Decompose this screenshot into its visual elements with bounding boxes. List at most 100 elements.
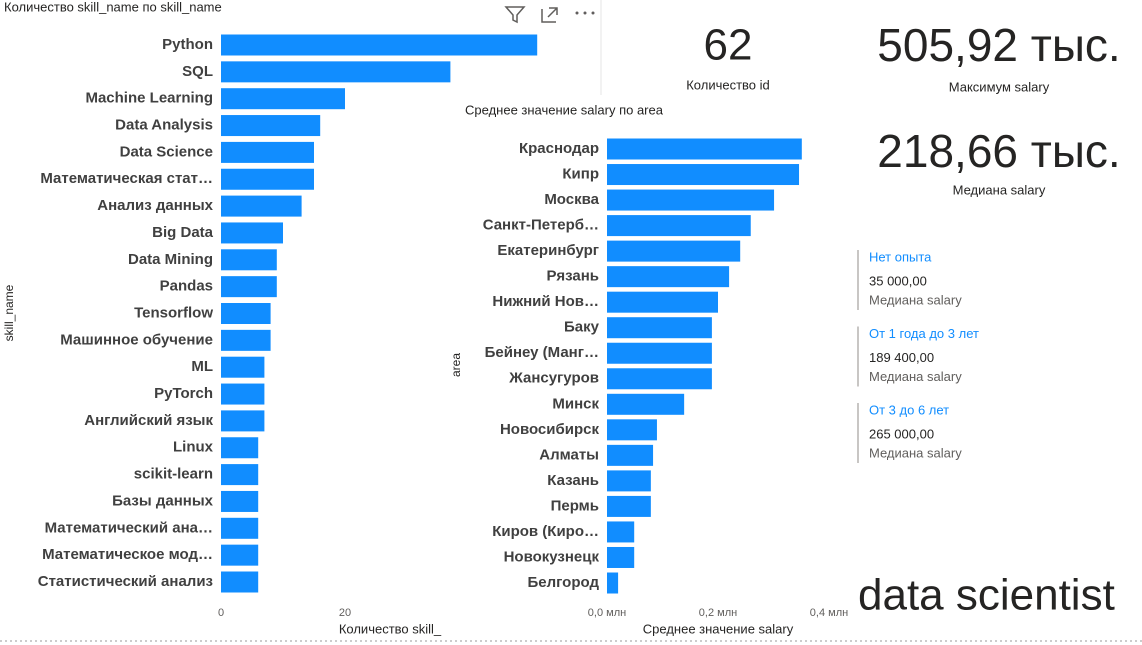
bar — [221, 410, 265, 432]
y-tick-label: scikit-learn — [134, 466, 213, 483]
bar — [221, 437, 259, 459]
y-tick-label: Математический ана… — [45, 519, 213, 536]
bar — [221, 464, 259, 486]
card-label: Количество id — [686, 77, 770, 92]
y-tick-label: PyTorch — [154, 385, 213, 402]
bar — [221, 61, 451, 83]
y-tick-label: Математическое мод… — [42, 546, 213, 563]
y-tick-label: Data Analysis — [115, 117, 213, 134]
chart-title: Среднее значение salary по area — [465, 102, 664, 117]
row-label: Медиана salary — [869, 369, 962, 384]
row-title: Нет опыта — [869, 249, 932, 264]
bar — [221, 141, 314, 163]
x-axis-title: Среднее значение salary — [643, 621, 794, 636]
y-tick-label: Анализ данных — [97, 197, 213, 214]
row-title: От 1 года до 3 лет — [869, 326, 979, 341]
bar — [607, 368, 712, 390]
bar — [607, 215, 751, 237]
y-tick-label: Python — [162, 36, 213, 53]
y-tick-label: Машинное обучение — [60, 331, 213, 348]
y-tick-label: Бейнеу (Манг… — [485, 344, 599, 361]
y-tick-label: Рязань — [547, 268, 599, 285]
y-tick-label: SQL — [182, 63, 213, 80]
row-value: 189 400,00 — [869, 350, 934, 365]
bar — [607, 419, 657, 441]
row-value: 265 000,00 — [869, 426, 934, 441]
bar — [221, 356, 265, 378]
y-tick-label: Tensorflow — [134, 304, 213, 321]
row-label: Медиана salary — [869, 445, 962, 460]
focus-icon[interactable] — [541, 7, 558, 23]
y-tick-label: Казань — [547, 472, 599, 489]
bar — [221, 329, 271, 351]
bar — [221, 544, 259, 566]
bar — [607, 572, 619, 594]
y-tick-label: Machine Learning — [85, 90, 213, 107]
y-axis-title: area — [449, 353, 463, 377]
x-tick-label: 0,0 млн — [588, 607, 626, 619]
bar — [221, 303, 271, 324]
bar — [221, 168, 314, 190]
y-tick-label: Pandas — [160, 278, 213, 295]
visual-header — [504, 6, 595, 24]
bar — [607, 138, 802, 160]
more-icon[interactable] — [575, 11, 595, 15]
y-tick-label: Екатеринбург — [497, 242, 599, 259]
y-tick-label: Минск — [552, 395, 599, 412]
filter-icon[interactable] — [504, 6, 526, 24]
bar — [221, 195, 302, 217]
bar — [607, 342, 712, 364]
bar — [607, 317, 712, 339]
card-value: 62 — [704, 21, 753, 70]
x-tick-label: 0 — [218, 607, 224, 619]
bar — [607, 240, 741, 262]
bar — [221, 249, 277, 271]
bar — [607, 189, 775, 211]
y-axis-title: skill_name — [2, 284, 16, 341]
card-value: 505,92 тыс. — [877, 19, 1120, 71]
bar — [221, 517, 259, 539]
y-tick-label: Data Science — [120, 143, 213, 160]
x-tick-label: 20 — [339, 607, 351, 619]
bar — [221, 383, 265, 405]
card-label: Максимум salary — [949, 79, 1050, 94]
bar — [607, 495, 651, 517]
y-tick-label: Киров (Киро… — [492, 523, 599, 540]
x-axis-title: Количество skill_ — [339, 621, 442, 636]
y-tick-label: Алматы — [539, 446, 599, 463]
y-tick-label: Big Data — [152, 224, 214, 241]
y-tick-label: Data Mining — [128, 251, 213, 268]
y-tick-label: Пермь — [551, 497, 599, 514]
y-tick-label: Белгород — [527, 574, 599, 591]
row-title: От 3 до 6 лет — [869, 402, 949, 417]
bar — [221, 490, 259, 512]
bar — [607, 470, 651, 492]
bar — [221, 34, 538, 56]
bar — [221, 222, 283, 244]
bar — [607, 444, 654, 466]
y-tick-label: Санкт-Петерб… — [483, 217, 599, 234]
y-tick-label: Баку — [564, 319, 600, 336]
y-tick-label: Нижний Нов… — [492, 293, 599, 310]
y-tick-label: Английский язык — [84, 412, 213, 429]
bar — [221, 88, 345, 110]
y-tick-label: ML — [191, 358, 213, 375]
bar — [221, 276, 277, 298]
bar — [607, 164, 800, 186]
bar — [221, 115, 321, 137]
y-tick-label: Новосибирск — [500, 421, 600, 438]
bar — [221, 571, 259, 593]
bar — [607, 546, 635, 568]
y-tick-label: Математическая стат… — [40, 170, 213, 187]
row-label: Медиана salary — [869, 292, 962, 307]
bar — [607, 291, 718, 313]
y-tick-label: Linux — [173, 439, 214, 456]
y-tick-label: Москва — [544, 191, 599, 208]
y-tick-label: Кипр — [562, 165, 599, 182]
bar — [607, 393, 685, 415]
x-tick-label: 0,4 млн — [810, 607, 848, 619]
card-label: Медиана salary — [953, 182, 1046, 197]
bar — [607, 521, 635, 543]
chart-title: Количество skill_name по skill_name — [4, 0, 222, 14]
